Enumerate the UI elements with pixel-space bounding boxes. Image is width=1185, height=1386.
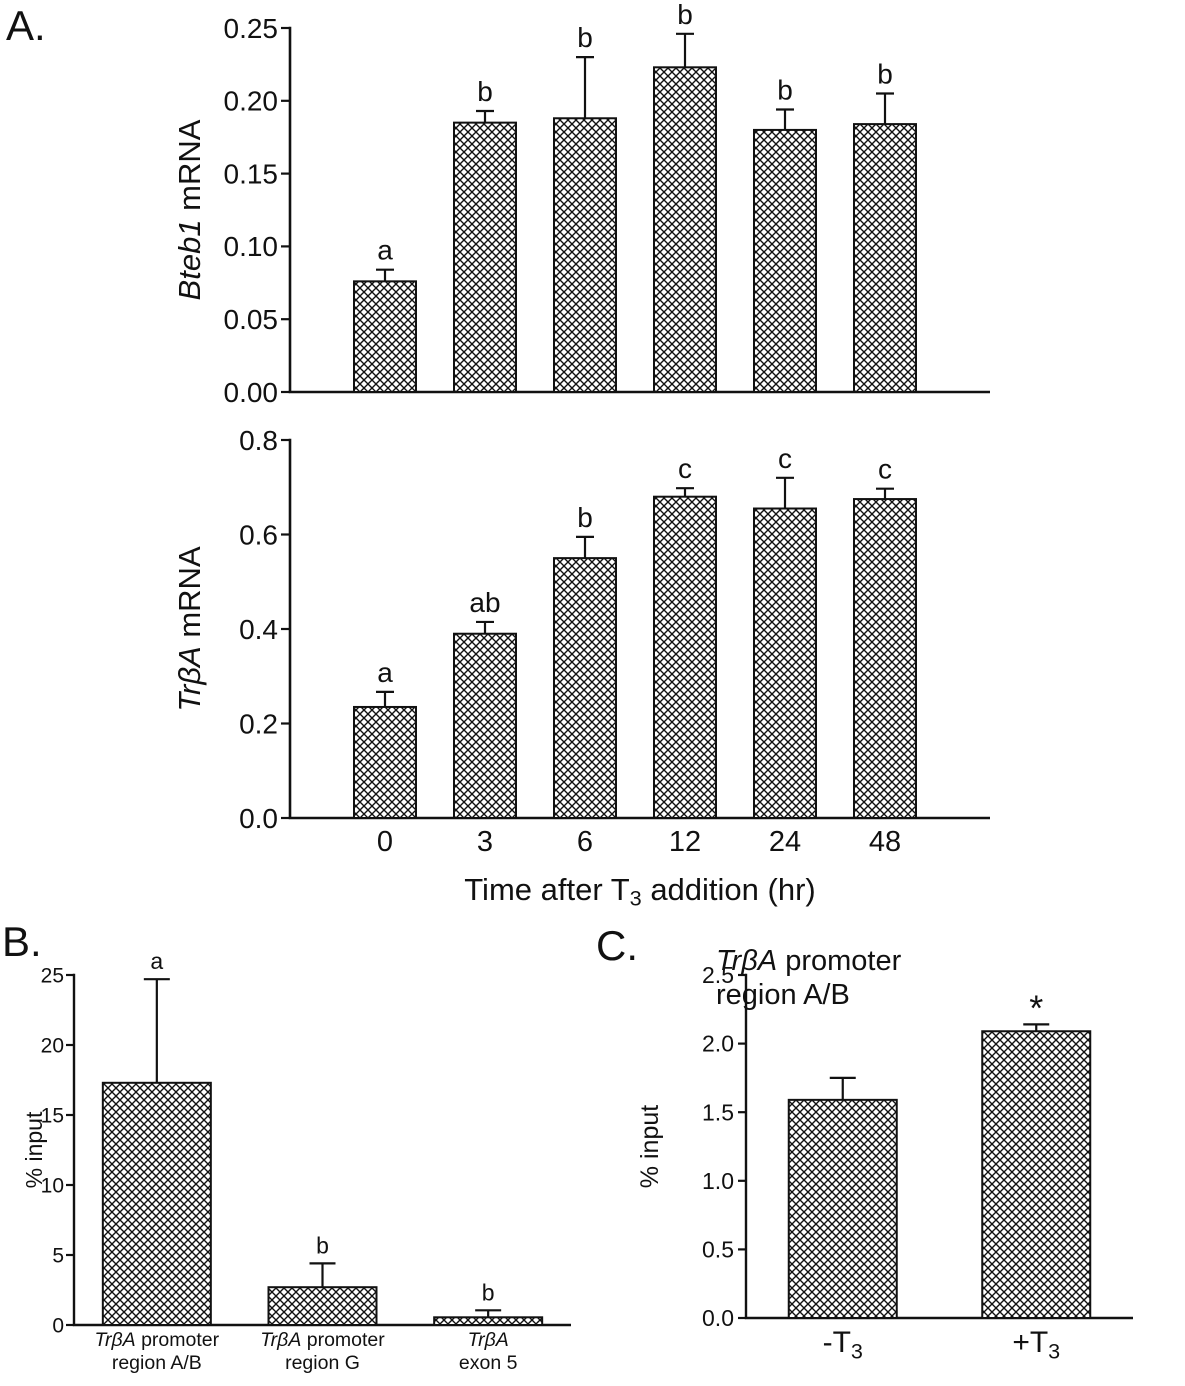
significance-label: b: [316, 1232, 329, 1258]
y-axis-label: % input: [21, 1111, 47, 1188]
significance-label: a: [377, 657, 393, 688]
bar: [453, 632, 517, 819]
bar: [101, 1081, 212, 1326]
y-tick-label: 0.05: [224, 304, 279, 335]
bar: [653, 66, 717, 393]
bar: [353, 280, 417, 393]
x-category-label: TrβA promoter: [260, 1329, 385, 1351]
x-category-label: -T3: [823, 1326, 863, 1364]
bar: [853, 498, 917, 819]
y-tick-label: 20: [41, 1034, 64, 1057]
x-axis-title-segment: 3: [629, 885, 642, 911]
bar: [981, 1030, 1092, 1319]
y-tick-label: 0.25: [224, 13, 279, 44]
y-axis-label: % input: [636, 1105, 664, 1188]
bar: [653, 495, 717, 819]
significance-label: a: [150, 948, 163, 974]
y-tick-label: 0.10: [224, 231, 279, 262]
y-tick-label: 0.4: [239, 614, 278, 645]
y-axis-label: TrβA mRNA: [172, 546, 207, 712]
x-category-label: region G: [285, 1352, 360, 1374]
significance-label: b: [482, 1279, 495, 1305]
x-axis-title-segment: addition (hr): [641, 872, 816, 907]
y-tick-label: 0.20: [224, 86, 279, 117]
significance-label: b: [577, 502, 593, 533]
y-tick-label: 0.0: [239, 803, 278, 834]
trba-mrna-chart: 0.0 0.2 0.4 0.6 0.8 a 0 ab 3 b 6 c 12 c 24 c 48 TrβA mRNA: [172, 425, 990, 858]
significance-label: b: [577, 22, 593, 53]
x-category-label: TrβA: [468, 1329, 509, 1351]
significance-label: c: [778, 443, 792, 474]
y-axis-label: Bteb1 mRNA: [172, 119, 207, 300]
bar: [753, 128, 817, 393]
significance-label: a: [377, 235, 393, 266]
y-tick-label: 5: [52, 1244, 64, 1267]
x-category-label: 6: [577, 826, 593, 858]
y-tick-label: 0.5: [702, 1236, 734, 1262]
significance-label: c: [878, 454, 892, 485]
bar: [753, 507, 817, 819]
y-tick-label: 0.2: [239, 708, 278, 739]
bar: [853, 123, 917, 393]
panel-c-label: C.: [596, 922, 638, 969]
significance-label: ab: [469, 587, 500, 618]
x-category-label: +T3: [1012, 1326, 1060, 1364]
chart-title-line: TrβA promoter: [716, 945, 902, 977]
bar: [433, 1316, 544, 1326]
y-tick-label: 25: [41, 964, 64, 987]
y-tick-label: 0.6: [239, 519, 278, 550]
x-axis-title-segment: Time after T: [464, 872, 630, 907]
significance-label: b: [877, 59, 893, 90]
x-axis-title: Time after T3 addition (hr): [290, 872, 990, 911]
x-category-label: exon 5: [459, 1352, 518, 1374]
y-tick-label: 2.0: [702, 1031, 734, 1057]
bar: [553, 117, 617, 393]
significance-label: b: [477, 76, 493, 107]
y-tick-label: 0.0: [702, 1305, 734, 1331]
y-tick-label: 0: [52, 1314, 64, 1337]
y-tick-label: 0.00: [224, 377, 279, 408]
panel-b-label: B.: [2, 918, 42, 965]
bar: [553, 557, 617, 819]
chart-title-line: region A/B: [716, 979, 850, 1011]
x-category-label: 0: [377, 826, 393, 858]
bar: [267, 1286, 378, 1327]
significance-label: c: [678, 453, 692, 484]
x-category-label: region A/B: [112, 1352, 202, 1374]
y-tick-label: 0.15: [224, 158, 279, 189]
y-tick-label: 1.0: [702, 1168, 734, 1194]
y-tick-label: 2.5: [702, 962, 734, 988]
y-tick-label: 15: [41, 1104, 64, 1127]
significance-label: b: [677, 0, 693, 30]
y-tick-label: 10: [41, 1174, 64, 1197]
bar: [353, 705, 417, 819]
significance-label: b: [777, 75, 793, 106]
bteb1-mrna-chart: 0.00 0.05 0.10 0.15 0.20 0.25 a b b b b b Bteb1 mRNA: [172, 0, 990, 408]
bar: [453, 121, 517, 393]
bar: [787, 1098, 898, 1319]
significance-label: *: [1029, 987, 1043, 1028]
x-category-label: 24: [769, 826, 801, 858]
x-category-label: 48: [869, 826, 901, 858]
chip-t3-chart: 0.0 0.5 1.0 1.5 2.0 2.5 -T3 * +T3 % input TrβA pro…: [636, 945, 1133, 1364]
y-tick-label: 0.8: [239, 425, 278, 456]
y-tick-label: 1.5: [702, 1099, 734, 1125]
panel-a-label: A.: [6, 2, 46, 49]
x-category-label: 12: [669, 826, 701, 858]
x-category-label: TrβA promoter: [95, 1329, 220, 1351]
x-category-label: 3: [477, 826, 493, 858]
